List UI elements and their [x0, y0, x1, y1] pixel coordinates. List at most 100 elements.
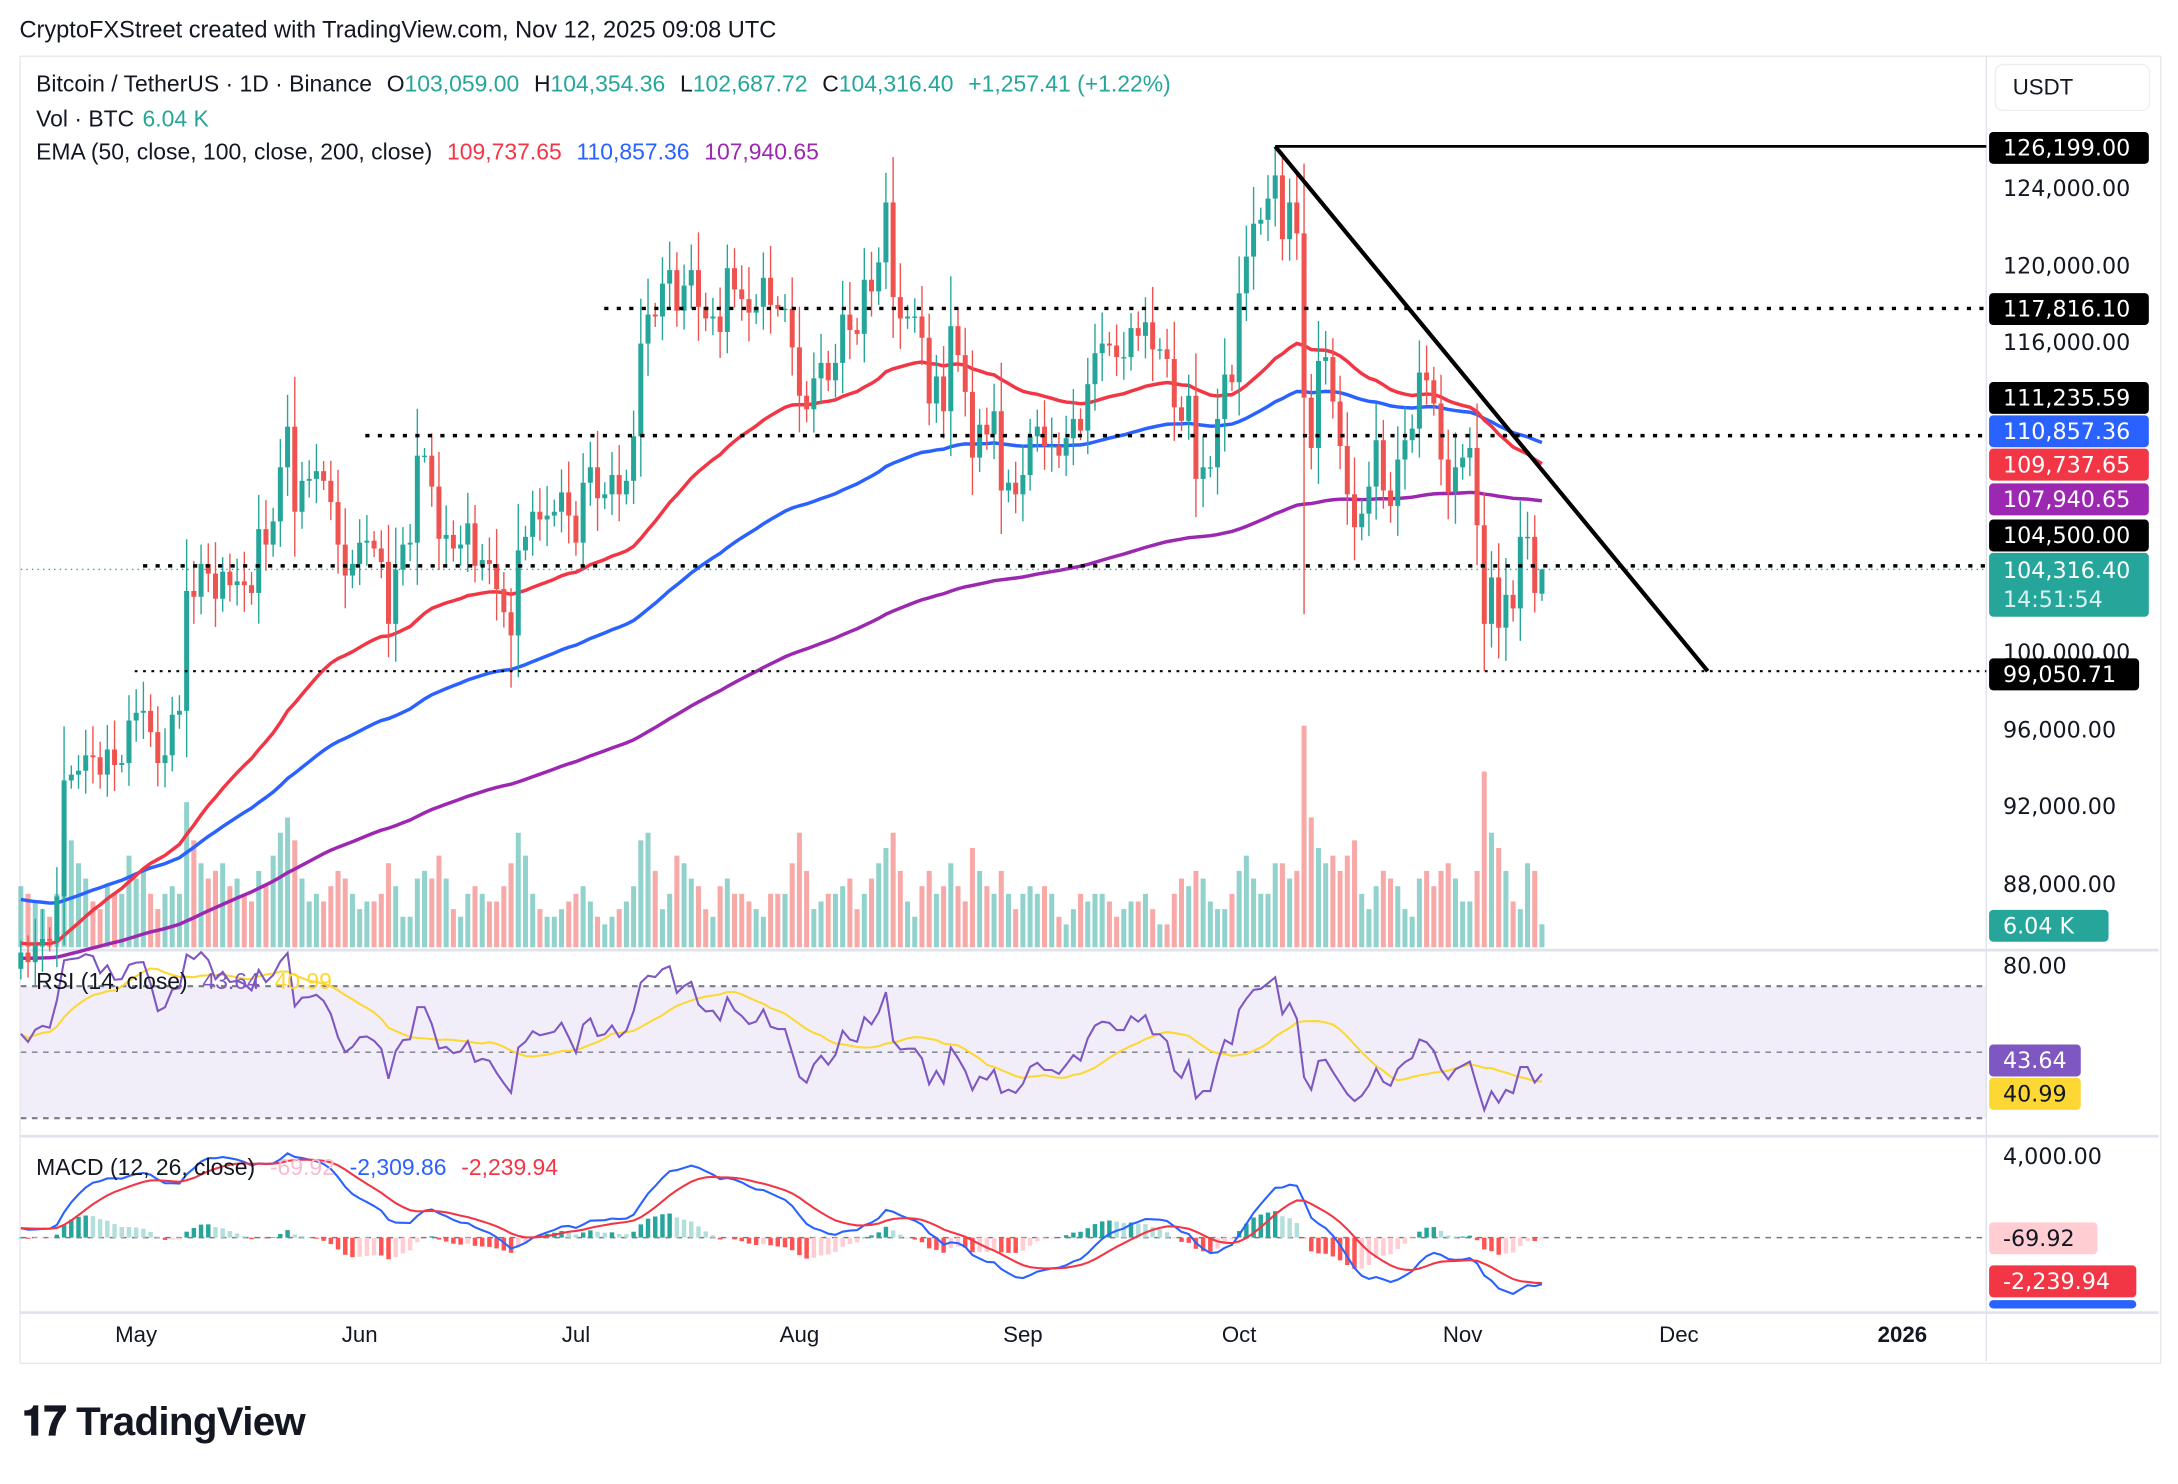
candle-body [703, 306, 709, 319]
volume-bar [1013, 909, 1019, 948]
volume-bar [1251, 878, 1257, 948]
volume-bar [977, 870, 983, 948]
macd-histogram-bar [624, 1234, 629, 1238]
volume-bar [933, 893, 939, 948]
candle-body [90, 755, 96, 758]
volume-bar [1366, 909, 1372, 948]
volume-bar [623, 901, 629, 948]
volume-bar [306, 901, 312, 948]
volume-bar [695, 886, 701, 948]
volume-bar [184, 802, 190, 948]
time-tick-label: Jun [341, 1323, 378, 1348]
candle-body [681, 285, 687, 311]
price-tick-label: 124,000.00 [2002, 175, 2131, 202]
volume-bar [926, 870, 932, 948]
candle-body [436, 486, 442, 539]
volume-bar [1150, 909, 1156, 948]
time-tick-label: May [115, 1323, 158, 1348]
candle-body [205, 563, 211, 574]
volume-bar [645, 832, 651, 948]
macd-histogram-bar [429, 1236, 434, 1238]
macd-histogram-bar [797, 1237, 802, 1256]
time-tick-label: Nov [1442, 1323, 1483, 1348]
candle-body [1416, 372, 1422, 429]
macd-histogram-bar [890, 1230, 896, 1238]
macd-histogram-bar [1352, 1237, 1357, 1269]
candle-body [876, 262, 882, 292]
symbol-name[interactable]: Bitcoin / TetherUS · 1D · Binance [36, 72, 372, 98]
macd-histogram-bar [689, 1221, 694, 1238]
volume-bar [1402, 909, 1408, 948]
volume-bar [1395, 886, 1401, 948]
macd-histogram-bar [934, 1237, 939, 1250]
volume-bar [227, 886, 233, 948]
volume-bar [133, 878, 139, 948]
macd-histogram-bar [840, 1237, 845, 1247]
candle-body [566, 492, 572, 516]
volume-bar [1315, 848, 1321, 948]
volume-bar [104, 886, 110, 948]
candle-body [1474, 447, 1480, 526]
candle-body [1049, 446, 1055, 448]
price-tag: 111,235.59 [1989, 381, 2149, 414]
volume-legend[interactable]: Vol · BTC 6.04 K [36, 106, 209, 132]
macd-histogram-bar [1453, 1236, 1458, 1238]
candle-body [494, 563, 500, 590]
macd-histogram-bar [631, 1231, 636, 1238]
ema-legend[interactable]: EMA (50, close, 100, close, 200, close) … [36, 140, 819, 166]
candle-body [1251, 223, 1257, 257]
volume-bar [1416, 878, 1422, 948]
candle-body [414, 455, 420, 543]
volume-bar [1352, 840, 1358, 948]
tradingview-logo: 𝟏𝟕 TradingView [22, 1400, 306, 1445]
candle-body [270, 521, 276, 545]
currency-selector[interactable]: USDT [1994, 63, 2151, 112]
candle-body [357, 542, 363, 564]
candle-body [1431, 380, 1437, 404]
macd-histogram-bar [833, 1237, 838, 1253]
macd-histogram-bar [523, 1237, 528, 1244]
volume-bar [349, 893, 355, 948]
macd-histogram-bar [717, 1237, 723, 1240]
macd-histogram-bar [76, 1216, 81, 1238]
macd-histogram-bar [818, 1237, 824, 1256]
candle-body [746, 299, 752, 313]
macd-signal-line [20, 1158, 1542, 1285]
volume-bar [1388, 878, 1394, 948]
candle-body [1063, 438, 1069, 456]
price-tick-label: 96,000.00 [2002, 716, 2117, 743]
volume-bar [162, 893, 168, 948]
macd-histogram-bar [1424, 1227, 1429, 1238]
volume-bar [587, 901, 593, 948]
macd-histogram-bar [1518, 1237, 1523, 1246]
volume-bar [1157, 924, 1163, 948]
volume-bar [1496, 848, 1502, 948]
macd-histogram-bar [242, 1236, 247, 1238]
macd-legend[interactable]: MACD (12, 26, close) -69.92 -2,309.86 -2… [36, 1155, 559, 1181]
volume-bar [270, 855, 276, 948]
macd-histogram-bar [602, 1232, 607, 1238]
candle-body [1121, 357, 1127, 359]
volume-bar [364, 901, 370, 948]
candle-body [1027, 436, 1033, 476]
candle-body [184, 590, 190, 711]
rsi-legend[interactable]: RSI (14, close) 43.64 40.99 [36, 969, 332, 995]
volume-bar [876, 863, 882, 948]
volume-bar [962, 901, 968, 948]
macd-histogram-bar [1006, 1237, 1011, 1253]
candle-body [313, 471, 319, 479]
macd-histogram-bar [898, 1234, 903, 1238]
macd-tick-label: 4,000.00 [2002, 1143, 2102, 1170]
volume-bar [1070, 909, 1076, 948]
macd-histogram-bar [1539, 1237, 1545, 1239]
macd-histogram-bar [1172, 1237, 1177, 1239]
macd-histogram-bar [1532, 1237, 1537, 1241]
macd-histogram-bar [1381, 1237, 1386, 1256]
price-tick-label: 116,000.00 [2002, 329, 2131, 357]
volume-bar [328, 886, 334, 948]
candle-body [148, 710, 154, 733]
macd-histogram-bar [220, 1228, 225, 1238]
candle-body [1481, 525, 1487, 624]
candle-body [1279, 175, 1285, 240]
